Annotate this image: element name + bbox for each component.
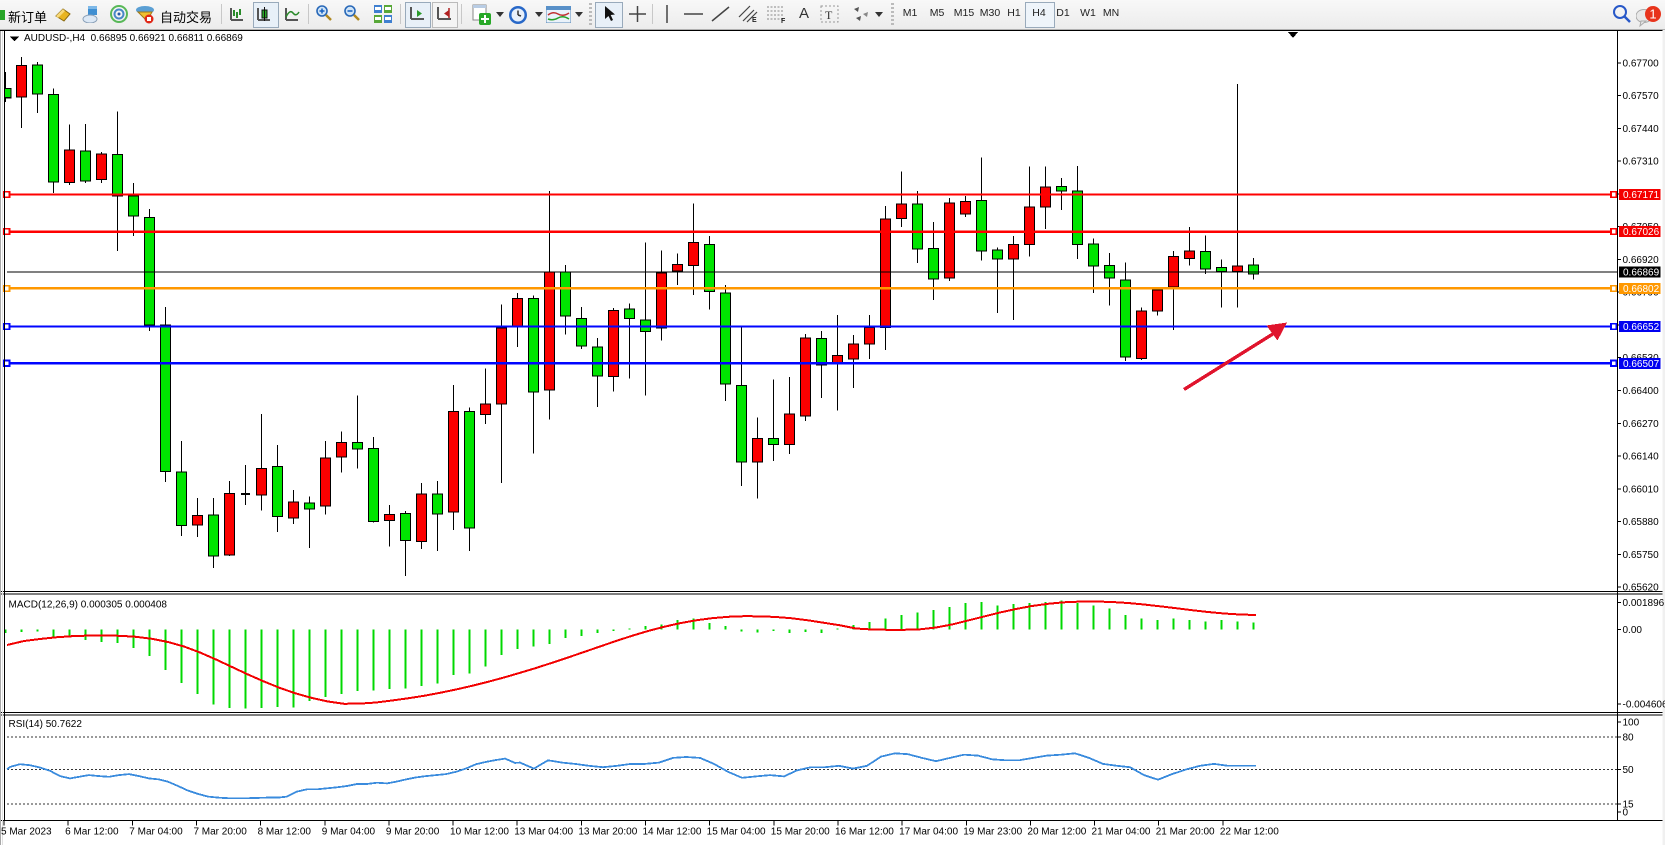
svg-text:0.66802: 0.66802: [1623, 284, 1660, 295]
svg-text:9 Mar 20:00: 9 Mar 20:00: [386, 827, 440, 838]
svg-text:0.001896: 0.001896: [1623, 598, 1665, 609]
svg-text:0.66270: 0.66270: [1623, 419, 1660, 430]
svg-text:17 Mar 04:00: 17 Mar 04:00: [899, 827, 958, 838]
svg-text:-0.004606: -0.004606: [1623, 700, 1665, 711]
svg-text:T: T: [825, 8, 833, 22]
svg-text:14 Mar 12:00: 14 Mar 12:00: [643, 827, 702, 838]
svg-text:0: 0: [1623, 808, 1629, 819]
svg-text:16 Mar 12:00: 16 Mar 12:00: [835, 827, 894, 838]
svg-text:0.66652: 0.66652: [1623, 322, 1660, 333]
svg-text:0.66140: 0.66140: [1623, 452, 1660, 463]
svg-text:6 Mar 12:00: 6 Mar 12:00: [65, 827, 119, 838]
svg-text:0.67310: 0.67310: [1623, 157, 1660, 168]
svg-text:22 Mar 12:00: 22 Mar 12:00: [1220, 827, 1279, 838]
svg-text:0.65880: 0.65880: [1623, 517, 1660, 528]
svg-text:0.66010: 0.66010: [1623, 484, 1660, 495]
svg-text:15 Mar 20:00: 15 Mar 20:00: [771, 827, 830, 838]
svg-text:RSI(14) 50.7622: RSI(14) 50.7622: [9, 719, 83, 730]
svg-text:0.65750: 0.65750: [1623, 550, 1660, 561]
svg-text:1: 1: [1649, 7, 1656, 22]
svg-text:MACD(12,26,9) 0.000305 0.00040: MACD(12,26,9) 0.000305 0.000408: [9, 600, 168, 611]
svg-text:0.66920: 0.66920: [1623, 255, 1660, 266]
svg-text:19 Mar 23:00: 19 Mar 23:00: [963, 827, 1022, 838]
svg-text:0.66869: 0.66869: [1623, 267, 1660, 278]
svg-text:20 Mar 12:00: 20 Mar 12:00: [1027, 827, 1086, 838]
svg-text:0.67171: 0.67171: [1623, 190, 1660, 201]
svg-text:21 Mar 04:00: 21 Mar 04:00: [1092, 827, 1151, 838]
svg-text:0.67700: 0.67700: [1623, 58, 1660, 69]
svg-text:E: E: [752, 17, 757, 23]
svg-text:0.66400: 0.66400: [1623, 386, 1660, 397]
svg-text:F: F: [781, 18, 786, 23]
svg-text:0.65620: 0.65620: [1623, 583, 1660, 594]
svg-text:15 Mar 04:00: 15 Mar 04:00: [707, 827, 766, 838]
svg-text:80: 80: [1623, 733, 1635, 744]
svg-text:0.67570: 0.67570: [1623, 91, 1660, 102]
svg-text:13 Mar 20:00: 13 Mar 20:00: [578, 827, 637, 838]
svg-text:0.67026: 0.67026: [1623, 227, 1660, 238]
svg-text:5 Mar 2023: 5 Mar 2023: [1, 827, 52, 838]
svg-text:21 Mar 20:00: 21 Mar 20:00: [1156, 827, 1215, 838]
svg-text:0.67440: 0.67440: [1623, 124, 1660, 135]
svg-text:8 Mar 12:00: 8 Mar 12:00: [258, 827, 312, 838]
svg-text:0.66507: 0.66507: [1623, 359, 1660, 370]
svg-text:50: 50: [1623, 765, 1635, 776]
svg-text:9 Mar 04:00: 9 Mar 04:00: [322, 827, 376, 838]
svg-text:13 Mar 04:00: 13 Mar 04:00: [514, 827, 573, 838]
svg-text:7 Mar 04:00: 7 Mar 04:00: [129, 827, 183, 838]
svg-text:15: 15: [1623, 800, 1635, 811]
svg-text:AUDUSD-,H4 0.66895 0.66921 0.: AUDUSD-,H4 0.66895 0.66921 0.66811 0.668…: [24, 33, 243, 44]
svg-text:0.00: 0.00: [1623, 625, 1643, 636]
svg-text:7 Mar 20:00: 7 Mar 20:00: [193, 827, 247, 838]
svg-text:100: 100: [1623, 718, 1640, 729]
svg-text:10 Mar 12:00: 10 Mar 12:00: [450, 827, 509, 838]
